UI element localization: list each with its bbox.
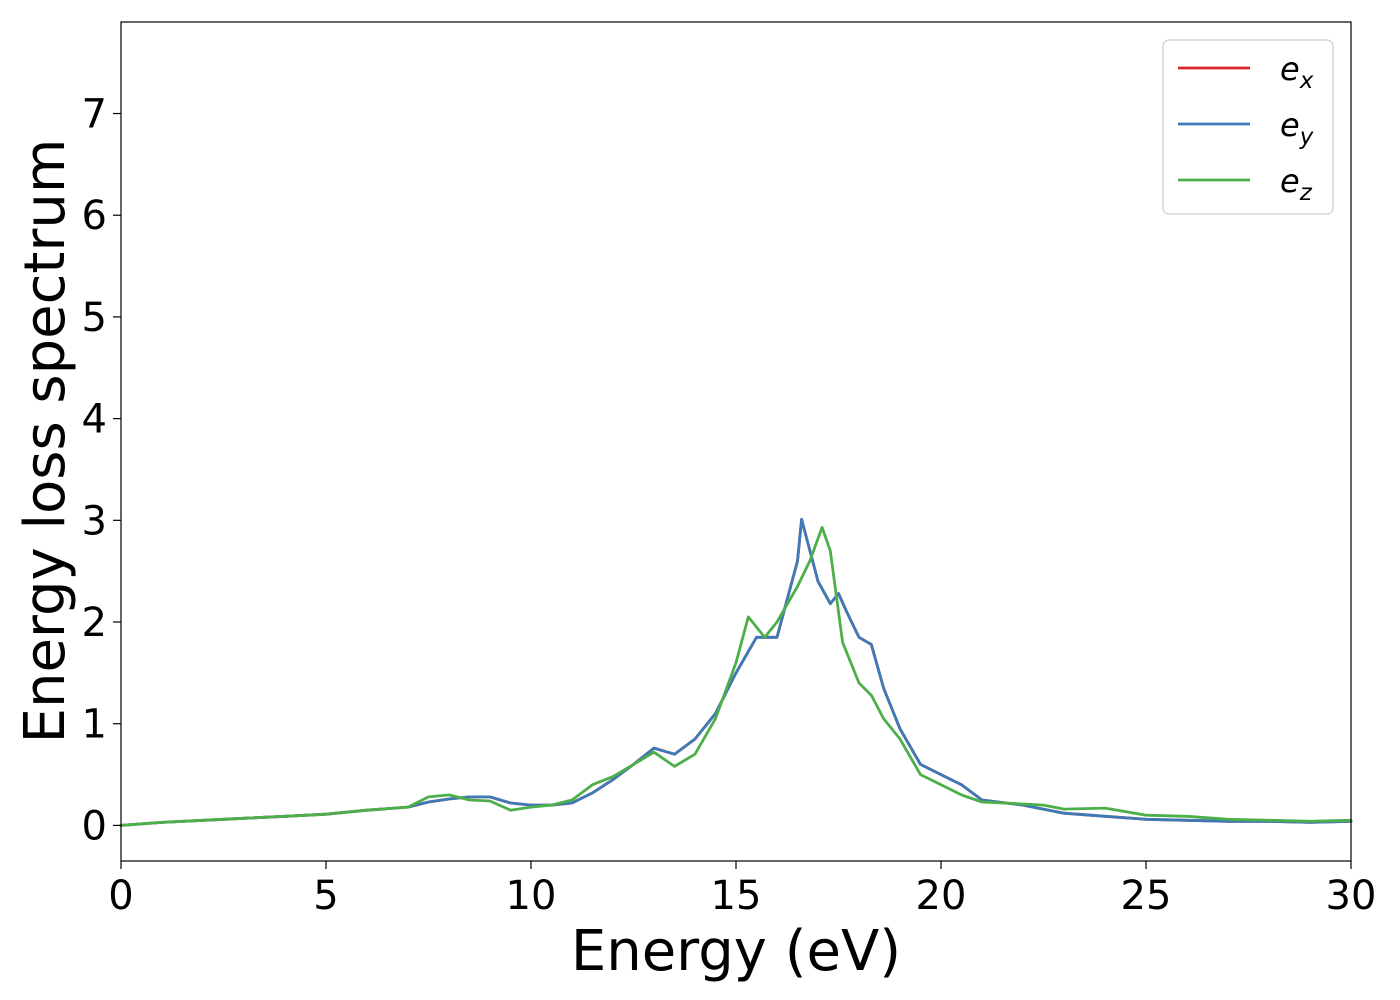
series-lines bbox=[119, 517, 1353, 827]
x-tick-label: 20 bbox=[916, 873, 967, 919]
y-tick-label: 4 bbox=[82, 397, 107, 443]
x-tick-label: 25 bbox=[1121, 873, 1172, 919]
legend-label-e-z: ez bbox=[1280, 162, 1313, 206]
y-axis-title: Energy loss spectrum bbox=[13, 139, 78, 744]
y-tick-label: 1 bbox=[82, 702, 107, 748]
y-axis-ticks: 0 1 2 3 4 5 6 7 bbox=[82, 92, 121, 849]
y-tick-label: 2 bbox=[82, 600, 107, 646]
series-line-e-z bbox=[119, 526, 1353, 827]
x-tick-label: 5 bbox=[313, 873, 338, 919]
y-tick-label: 3 bbox=[82, 498, 107, 544]
x-tick-label: 10 bbox=[506, 873, 557, 919]
y-tick-label: 0 bbox=[82, 803, 107, 849]
x-axis-ticks: 0 5 10 15 20 25 30 bbox=[108, 861, 1376, 919]
y-tick-label: 7 bbox=[82, 92, 107, 138]
legend: ex ey ez bbox=[1162, 39, 1334, 215]
x-tick-label: 0 bbox=[108, 873, 133, 919]
x-tick-label: 15 bbox=[711, 873, 762, 919]
legend-label-e-y: ey bbox=[1280, 106, 1314, 150]
x-tick-label: 30 bbox=[1326, 873, 1377, 919]
legend-box bbox=[1162, 39, 1334, 215]
y-tick-label: 6 bbox=[82, 193, 107, 239]
legend-label-e-x: ex bbox=[1280, 50, 1314, 94]
y-tick-label: 5 bbox=[82, 295, 107, 341]
plot-area bbox=[121, 22, 1351, 861]
x-axis-title: Energy (eV) bbox=[571, 919, 901, 984]
